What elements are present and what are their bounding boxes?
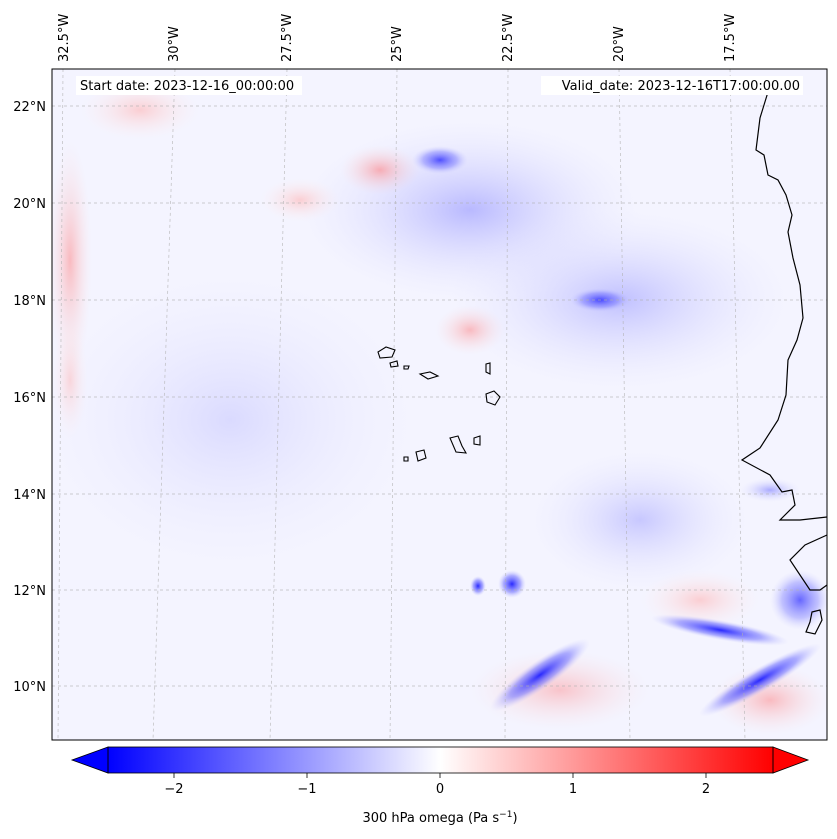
lon-label-17-5w: 17.5°W: [723, 14, 738, 62]
lon-label-22-5w: 22.5°W: [501, 14, 516, 62]
lon-label-20w: 20°W: [612, 26, 627, 62]
start-date-label: Start date: 2023-12-16_00:00:00: [80, 79, 294, 94]
colorbar-tick-neg2: −2: [164, 782, 183, 797]
colorbar-tick-1: 1: [569, 782, 577, 797]
colorbar-tick-neg1: −1: [297, 782, 316, 797]
colorbar-tick-2: 2: [702, 782, 710, 797]
colorbar: −2 −1 0 1 2 300 hPa omega (Pa s−1): [70, 746, 810, 826]
valid-date-label: Valid_date: 2023-12-16T17:00:00.00: [562, 79, 800, 94]
lon-label-25w: 25°W: [390, 26, 405, 62]
lon-label-27-5w: 27.5°W: [280, 14, 295, 62]
lat-label-18n: 18°N: [13, 294, 46, 309]
lat-label-14n: 14°N: [13, 488, 46, 503]
colorbar-extend-low: [70, 746, 109, 774]
colorbar-outline: [107, 746, 774, 774]
lat-label-10n: 10°N: [13, 680, 46, 695]
lat-label-12n: 12°N: [13, 584, 46, 599]
latitude-labels: 22°N 20°N 18°N 16°N 14°N 12°N 10°N: [13, 100, 46, 695]
colorbar-title: 300 hPa omega (Pa s−1): [362, 810, 517, 826]
coastline-africa: [740, 91, 827, 635]
lon-label-30w: 30°W: [167, 26, 182, 62]
colorbar-gradient: [108, 747, 773, 773]
cape-verde-islands: [377, 346, 501, 462]
colorbar-tick-0: 0: [436, 782, 444, 797]
omega-field: [52, 69, 827, 740]
lon-label-32-5w: 32.5°W: [57, 14, 72, 62]
lat-label-22n: 22°N: [13, 100, 46, 115]
gridlines: [52, 69, 827, 740]
lat-label-20n: 20°N: [13, 197, 46, 212]
longitude-labels: 32.5°W 30°W 27.5°W 25°W 22.5°W 20°W 17.5…: [57, 14, 738, 62]
colorbar-extend-high: [772, 746, 810, 774]
map-frame: [51, 68, 828, 741]
lat-label-16n: 16°N: [13, 391, 46, 406]
